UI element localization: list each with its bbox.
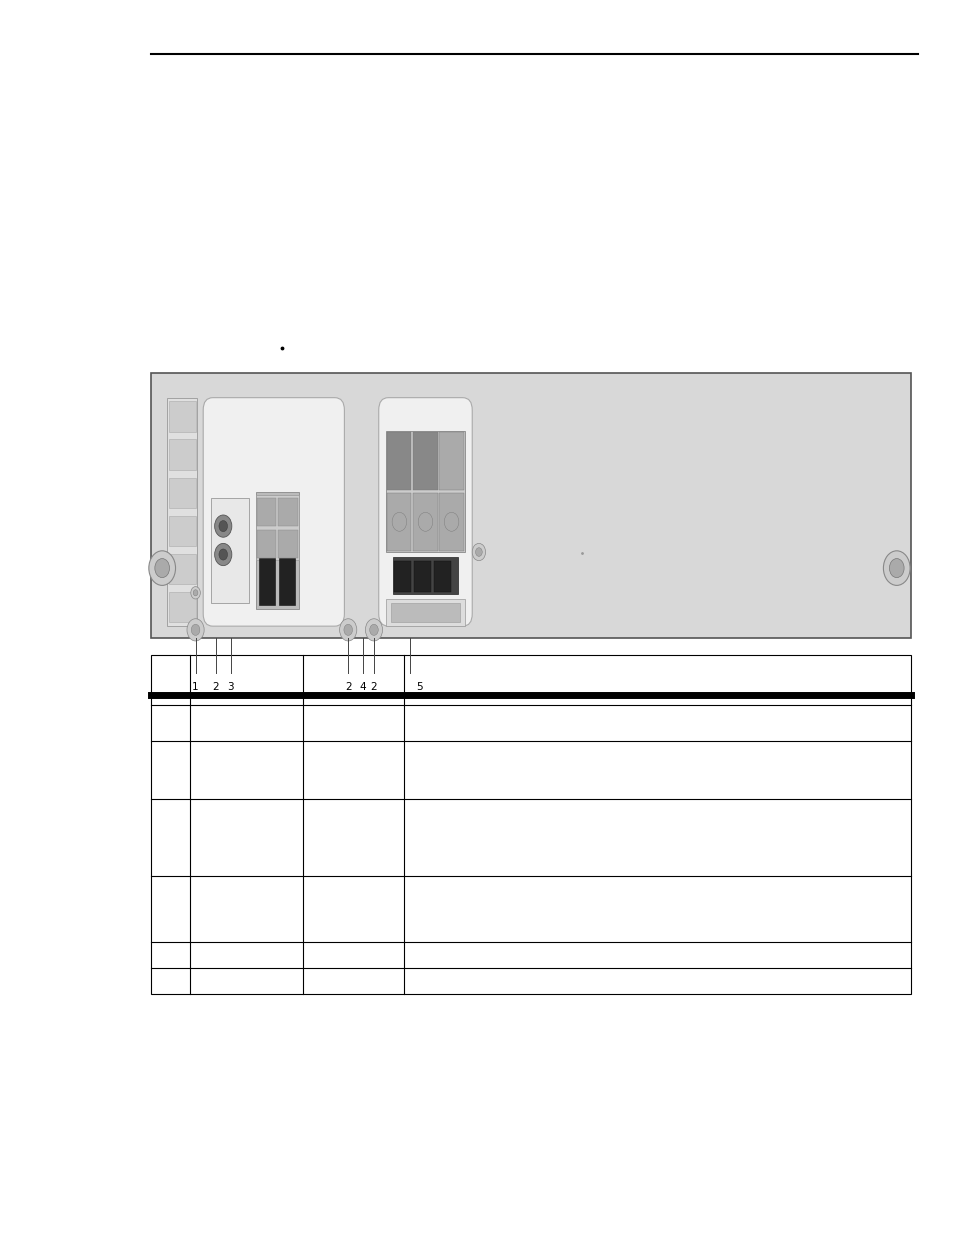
Circle shape bbox=[218, 548, 228, 561]
Bar bbox=[387, 493, 411, 551]
Circle shape bbox=[444, 513, 458, 531]
Circle shape bbox=[472, 543, 485, 561]
Circle shape bbox=[154, 558, 170, 578]
Text: 2: 2 bbox=[371, 682, 376, 692]
Bar bbox=[169, 440, 195, 471]
Text: 1: 1 bbox=[193, 682, 198, 692]
Bar bbox=[169, 401, 195, 432]
Circle shape bbox=[369, 625, 377, 636]
Bar bbox=[278, 558, 294, 605]
Text: 3: 3 bbox=[228, 682, 233, 692]
Bar bbox=[255, 492, 298, 609]
Circle shape bbox=[343, 625, 352, 636]
Circle shape bbox=[888, 558, 903, 578]
Bar bbox=[391, 603, 459, 622]
Circle shape bbox=[191, 625, 200, 636]
Circle shape bbox=[365, 619, 382, 641]
Bar bbox=[387, 432, 411, 490]
Bar bbox=[169, 478, 195, 509]
Bar bbox=[211, 498, 249, 603]
Bar bbox=[413, 432, 437, 490]
Bar bbox=[394, 561, 411, 592]
Bar bbox=[151, 655, 910, 994]
Circle shape bbox=[339, 619, 356, 641]
Circle shape bbox=[392, 513, 406, 531]
Circle shape bbox=[214, 543, 232, 566]
Bar bbox=[414, 561, 431, 592]
Bar bbox=[439, 432, 463, 490]
Circle shape bbox=[882, 551, 909, 585]
Bar bbox=[256, 498, 276, 526]
Bar bbox=[169, 553, 195, 584]
FancyBboxPatch shape bbox=[378, 398, 472, 626]
Circle shape bbox=[475, 548, 481, 556]
Bar bbox=[434, 561, 451, 592]
Text: 4: 4 bbox=[359, 682, 365, 692]
Circle shape bbox=[193, 590, 197, 595]
Text: 2: 2 bbox=[213, 682, 218, 692]
Bar bbox=[439, 493, 463, 551]
Circle shape bbox=[191, 587, 200, 599]
Bar bbox=[169, 516, 195, 546]
Bar bbox=[169, 592, 195, 622]
Bar bbox=[255, 495, 298, 559]
Circle shape bbox=[214, 515, 232, 537]
Bar bbox=[278, 498, 297, 526]
Bar bbox=[258, 558, 274, 605]
Circle shape bbox=[417, 513, 433, 531]
Circle shape bbox=[187, 619, 204, 641]
Circle shape bbox=[218, 521, 228, 531]
Text: 5: 5 bbox=[416, 682, 422, 692]
Bar bbox=[413, 493, 437, 551]
Bar bbox=[167, 398, 197, 626]
Bar bbox=[151, 373, 910, 638]
Bar bbox=[386, 431, 464, 552]
Bar bbox=[256, 530, 276, 558]
FancyBboxPatch shape bbox=[203, 398, 344, 626]
Circle shape bbox=[149, 551, 175, 585]
Bar bbox=[386, 599, 464, 626]
Text: 2: 2 bbox=[345, 682, 351, 692]
Bar bbox=[393, 557, 457, 594]
Bar bbox=[278, 530, 297, 558]
